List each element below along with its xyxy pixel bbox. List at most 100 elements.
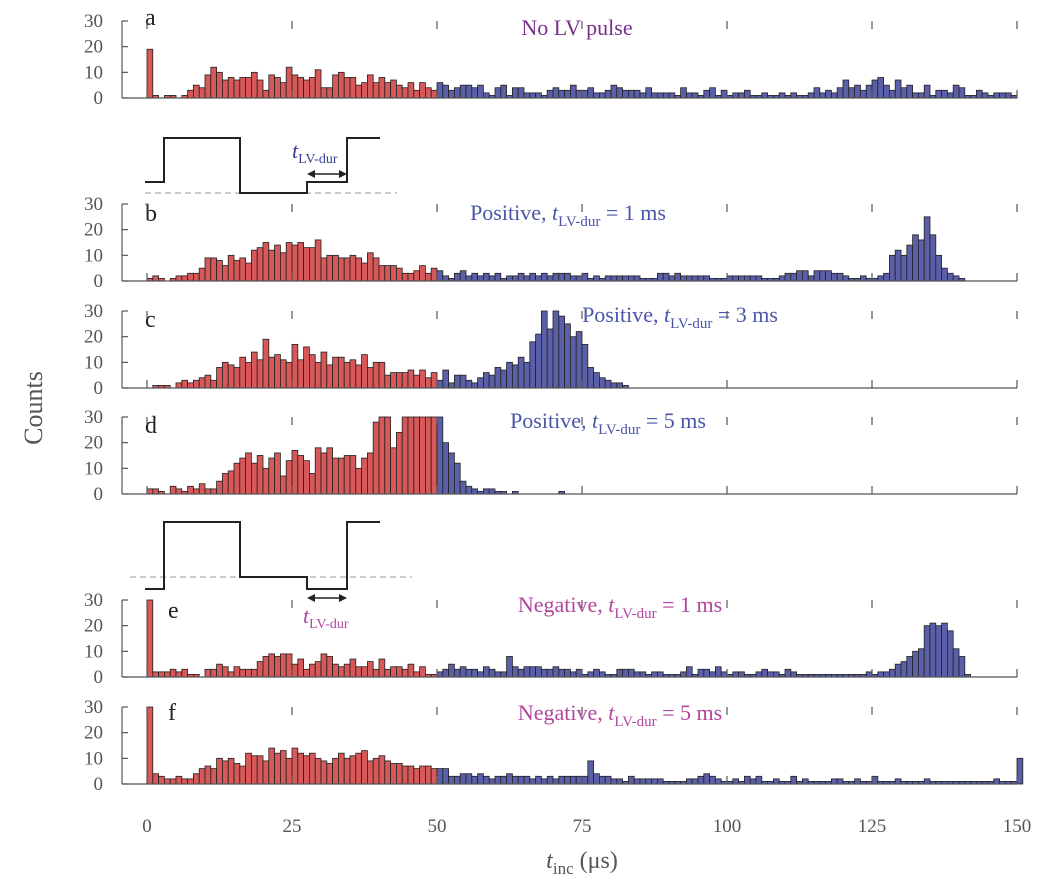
histogram-bar <box>465 773 473 785</box>
histogram-bar <box>593 773 600 785</box>
histogram-bar <box>314 69 322 99</box>
histogram-bar <box>158 775 165 785</box>
panel-letter: f <box>168 700 176 726</box>
histogram-bar <box>628 775 635 785</box>
histogram-bar <box>152 275 160 282</box>
histogram-bar <box>477 377 484 389</box>
histogram-bar <box>633 778 641 785</box>
histogram-bar <box>662 92 670 99</box>
histogram-bar <box>836 778 844 785</box>
histogram-bar <box>361 354 368 389</box>
histogram-bar <box>245 668 252 678</box>
histogram-bar <box>883 671 890 678</box>
histogram-bar <box>198 483 206 495</box>
histogram-bar <box>500 775 507 785</box>
x-axis-label: tinc (μs) <box>546 848 618 878</box>
histogram-bar <box>308 247 316 282</box>
histogram-bar <box>372 361 380 389</box>
histogram-bar <box>929 234 937 282</box>
histogram-bar <box>308 473 316 495</box>
histogram-bar <box>308 354 316 389</box>
histogram-bar <box>361 82 368 99</box>
histogram-bar <box>221 79 229 99</box>
histogram-bar <box>541 778 548 785</box>
title-t: t <box>608 592 615 617</box>
histogram-bar <box>697 275 705 282</box>
histogram-bar <box>529 341 536 389</box>
histogram-bar <box>517 87 525 99</box>
histogram-bar <box>848 87 855 99</box>
pulse-diagram-positive: tLV-dur <box>145 137 397 194</box>
histogram-bar <box>390 666 397 678</box>
histogram-bar <box>488 668 496 678</box>
histogram-bar <box>256 755 264 785</box>
histogram-bar <box>274 77 281 99</box>
histogram-bar <box>169 778 177 785</box>
histogram-bar <box>210 488 218 495</box>
histogram-bar <box>570 336 577 389</box>
histogram-bar <box>546 328 554 389</box>
histogram-bar <box>413 374 420 389</box>
title-post: = 5 ms <box>657 700 723 725</box>
histogram-bar <box>204 257 212 282</box>
histogram-bar <box>494 87 502 99</box>
histogram-bar <box>291 343 299 389</box>
histogram-bar <box>337 257 345 282</box>
histogram-bar <box>517 356 525 389</box>
histogram-bar <box>697 668 705 678</box>
histogram-bar <box>407 416 415 495</box>
histogram-bar <box>146 488 154 495</box>
histogram-bar <box>935 625 942 678</box>
histogram-bar <box>384 668 391 678</box>
histogram-bar <box>599 671 606 678</box>
y-tick-label: 0 <box>94 271 104 292</box>
histogram-bar <box>279 750 287 785</box>
histogram-bar <box>216 71 223 99</box>
histogram-bar <box>291 449 299 495</box>
histogram-bar <box>813 270 821 282</box>
histogram-bar <box>860 89 867 99</box>
histogram-bar <box>912 92 919 99</box>
histogram-bar <box>952 275 960 282</box>
histogram-bar <box>622 275 629 282</box>
title-t: t <box>664 302 671 327</box>
histogram-bar <box>570 275 577 282</box>
histogram-bar <box>778 275 786 282</box>
histogram-bar <box>372 82 380 99</box>
histogram-bar <box>517 272 525 282</box>
panel-title: Positive, tLV-dur = 3 ms <box>582 302 778 332</box>
histogram-bar <box>703 668 710 678</box>
histogram-bar <box>227 254 235 282</box>
y-tick-label: 30 <box>84 590 103 611</box>
arrowhead-right-icon <box>339 594 347 602</box>
histogram-bar <box>390 372 397 389</box>
histogram-bar <box>152 773 160 785</box>
histogram-bar <box>471 382 478 389</box>
histogram-bar <box>332 757 339 785</box>
histogram-bar <box>947 630 954 678</box>
histogram-bar <box>459 270 467 282</box>
title-sub: LV-dur <box>598 422 640 438</box>
panel-letter: d <box>145 413 157 439</box>
histogram-bar <box>819 92 826 99</box>
y-tick-label: 10 <box>84 62 103 83</box>
histogram-bar <box>361 666 368 678</box>
histogram-bar <box>332 356 339 389</box>
histogram-bar <box>877 77 884 99</box>
pulse-waveform <box>145 521 380 590</box>
histogram-bar <box>326 656 333 678</box>
histogram-bar <box>262 760 270 785</box>
histogram-bar <box>587 367 594 389</box>
arrowhead-left-icon <box>307 170 315 178</box>
histogram-bar <box>436 82 444 99</box>
histogram-bar <box>628 89 635 99</box>
histogram-bar <box>593 92 600 99</box>
histogram-bar <box>494 775 502 785</box>
histogram-bar <box>616 275 623 282</box>
histogram-bar <box>419 265 426 282</box>
histogram-bar <box>372 668 380 678</box>
histogram-bar <box>326 364 333 389</box>
histogram-bar <box>465 379 473 389</box>
histogram-bar <box>854 778 861 785</box>
x-axis-label-sub: inc <box>553 859 574 878</box>
